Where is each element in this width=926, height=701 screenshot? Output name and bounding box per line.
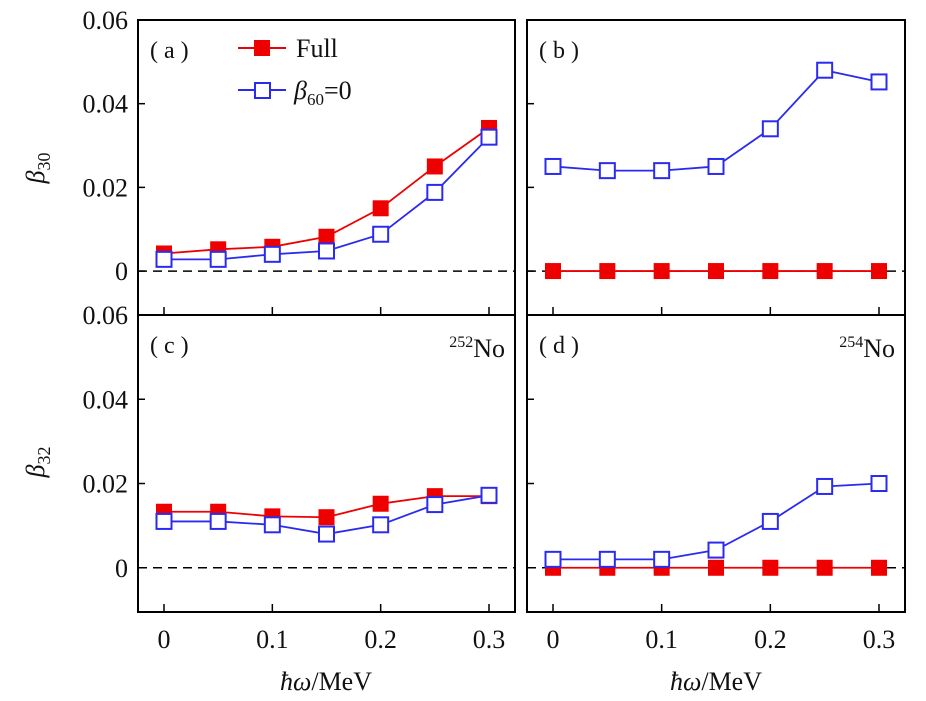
data-point-beta60 bbox=[209, 250, 227, 268]
data-point-full bbox=[318, 509, 335, 526]
data-point-beta60 bbox=[816, 477, 834, 495]
mass-number: 254 bbox=[839, 334, 863, 351]
x-tick-label: 0.2 bbox=[364, 625, 397, 654]
legend: Full β60=0 bbox=[238, 34, 352, 109]
data-point-beta60 bbox=[480, 486, 498, 504]
element-symbol: No bbox=[863, 334, 895, 363]
data-point-beta60 bbox=[870, 73, 888, 91]
data-point-beta60 bbox=[263, 516, 281, 534]
data-point-beta60 bbox=[155, 512, 173, 530]
data-point-full bbox=[372, 495, 389, 512]
y-tick-label: 0.06 bbox=[83, 6, 129, 35]
data-point-full bbox=[653, 263, 670, 280]
data-point-beta60 bbox=[761, 120, 779, 138]
data-point-beta60 bbox=[426, 496, 444, 514]
panel-label: ( b ) bbox=[539, 38, 579, 64]
series-line-beta60 bbox=[552, 69, 880, 172]
data-point-beta60 bbox=[263, 245, 281, 263]
data-point-full bbox=[871, 559, 887, 576]
data-point-full bbox=[708, 559, 724, 576]
data-point-full bbox=[871, 263, 887, 280]
legend-entry-full: Full bbox=[238, 34, 338, 63]
mass-number: 252 bbox=[449, 334, 473, 351]
data-point-beta60 bbox=[372, 225, 390, 243]
panel-b: ( b ) bbox=[526, 19, 906, 316]
legend-entry-beta60: β60=0 bbox=[238, 76, 352, 109]
panel-frame bbox=[137, 314, 516, 613]
panel-c: 0 0.02 0.04 0.06 0 0.1 0.2 0.3 ( c ) 252No bbox=[83, 301, 516, 654]
x-tick-label: 0.2 bbox=[754, 625, 787, 654]
data-point-beta60 bbox=[426, 183, 444, 201]
xlabel-left: ħω/MeV bbox=[280, 667, 372, 696]
element-symbol: No bbox=[473, 334, 505, 363]
y-tick-label: 0 bbox=[115, 554, 128, 583]
y-tick-label: 0.04 bbox=[83, 385, 129, 414]
x-tick-label: 0.3 bbox=[863, 625, 896, 654]
data-point-beta60 bbox=[761, 512, 779, 530]
data-point-beta60 bbox=[653, 550, 671, 568]
data-point-full bbox=[372, 200, 389, 217]
ylabel-bottom: β32 bbox=[21, 447, 54, 479]
panel-label: ( d ) bbox=[539, 333, 579, 359]
data-point-beta60 bbox=[318, 242, 335, 260]
data-point-beta60 bbox=[480, 128, 498, 146]
y-tick-label: 0 bbox=[115, 257, 128, 286]
data-point-full bbox=[599, 263, 616, 280]
data-point-beta60 bbox=[372, 516, 390, 534]
nucleus-annotation: 254No bbox=[839, 334, 895, 363]
data-point-beta60 bbox=[209, 512, 227, 530]
data-point-full bbox=[762, 559, 779, 576]
legend-marker-beta60 bbox=[254, 82, 271, 99]
x-tick-label: 0.1 bbox=[645, 625, 678, 654]
x-tick-label: 0 bbox=[547, 625, 560, 654]
data-point-beta60 bbox=[544, 550, 562, 568]
panel-a: 0 0.02 0.04 0.06 ( a ) bbox=[83, 6, 516, 316]
panel-frame bbox=[526, 314, 906, 613]
y-tick-label: 0.02 bbox=[83, 173, 129, 202]
data-point-beta60 bbox=[155, 250, 173, 268]
legend-label-full: Full bbox=[296, 34, 338, 63]
x-tick-label: 0.3 bbox=[473, 625, 506, 654]
data-point-full bbox=[426, 158, 443, 175]
data-point-full bbox=[708, 263, 724, 280]
data-point-full bbox=[816, 559, 833, 576]
panel-label: ( c ) bbox=[150, 333, 189, 359]
data-point-beta60 bbox=[870, 475, 888, 493]
data-point-beta60 bbox=[598, 162, 616, 180]
data-point-beta60 bbox=[816, 61, 834, 79]
panel-label: ( a ) bbox=[150, 38, 189, 64]
data-point-beta60 bbox=[707, 541, 725, 559]
data-point-full bbox=[816, 263, 833, 280]
x-tick-label: 0 bbox=[158, 625, 171, 654]
panel-d: 0 0.1 0.2 0.3 ( d ) 254No bbox=[526, 314, 906, 654]
data-point-full bbox=[762, 263, 779, 280]
nucleus-annotation: 252No bbox=[449, 334, 505, 363]
data-point-full bbox=[545, 263, 561, 280]
data-point-beta60 bbox=[544, 157, 562, 175]
y-tick-label: 0.04 bbox=[83, 90, 129, 119]
xlabel-right: ħω/MeV bbox=[670, 667, 762, 696]
legend-label-beta60: β60=0 bbox=[293, 76, 352, 109]
data-point-beta60 bbox=[318, 525, 335, 543]
ylabel-top: β30 bbox=[21, 153, 54, 185]
data-point-beta60 bbox=[707, 157, 725, 175]
y-tick-label: 0.06 bbox=[83, 301, 129, 330]
x-tick-label: 0.1 bbox=[256, 625, 289, 654]
y-tick-label: 0.02 bbox=[83, 470, 129, 499]
data-point-beta60 bbox=[653, 162, 671, 180]
data-point-full bbox=[318, 228, 335, 245]
data-point-beta60 bbox=[598, 550, 616, 568]
legend-marker-full bbox=[254, 40, 270, 56]
